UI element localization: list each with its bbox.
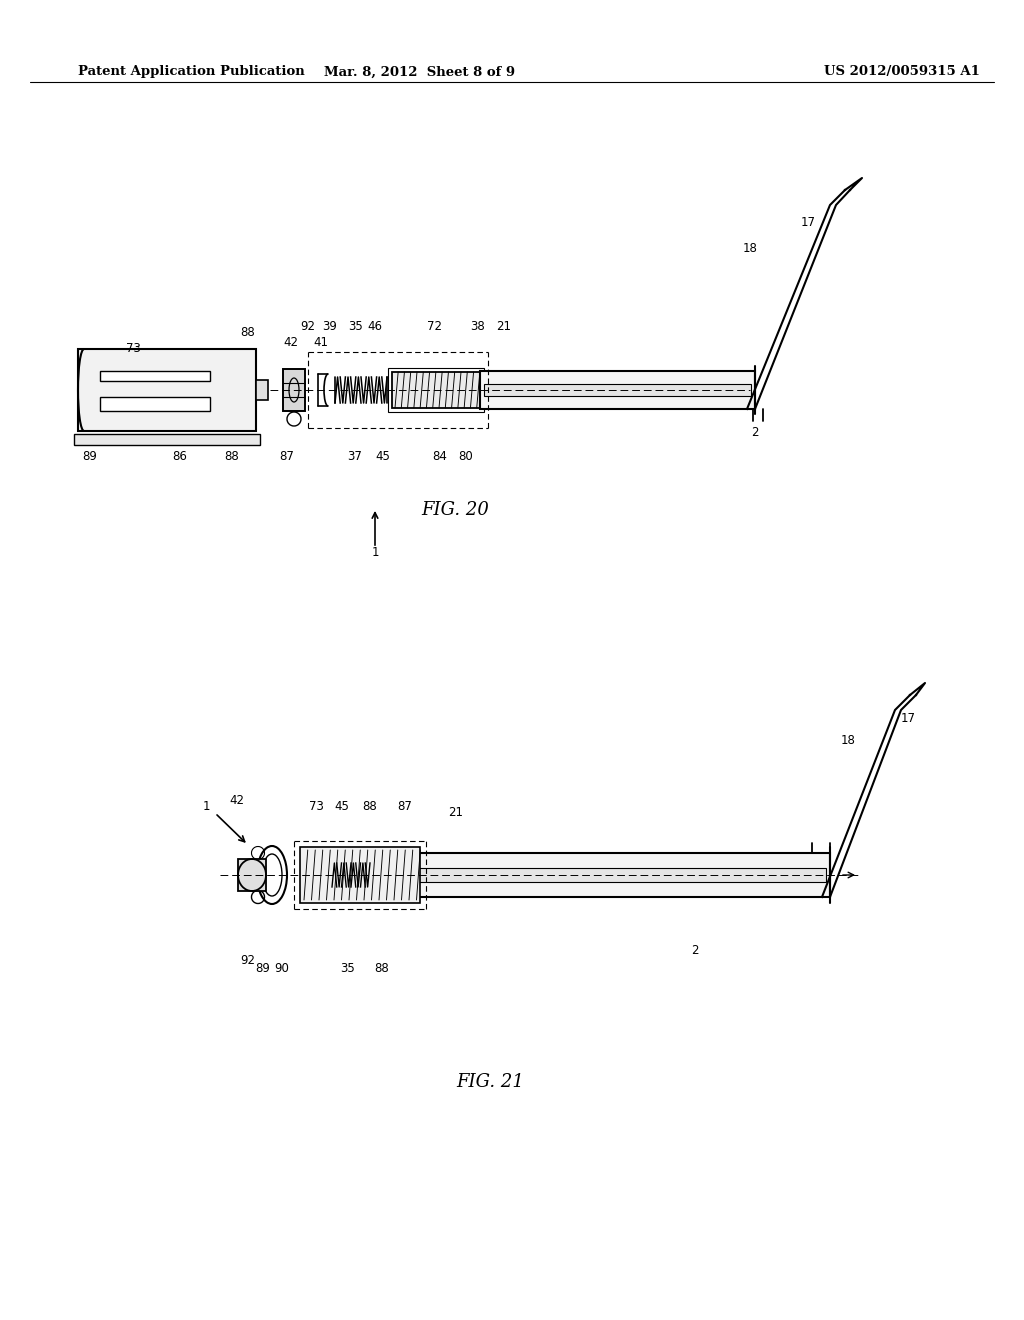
Bar <box>419 869 826 882</box>
Text: 39: 39 <box>323 321 338 334</box>
Bar <box>388 368 484 412</box>
Text: 88: 88 <box>224 450 240 462</box>
Bar <box>300 847 420 903</box>
Bar <box>480 371 755 409</box>
Bar <box>100 371 210 381</box>
Bar <box>78 348 256 432</box>
Text: 88: 88 <box>241 326 255 338</box>
Text: 84: 84 <box>432 450 447 462</box>
Text: 38: 38 <box>471 321 485 334</box>
Bar <box>484 384 751 396</box>
Text: 87: 87 <box>280 450 295 462</box>
Bar <box>238 859 266 891</box>
Text: 90: 90 <box>274 961 290 974</box>
Text: 88: 88 <box>362 800 378 813</box>
Text: 45: 45 <box>335 800 349 813</box>
Text: Patent Application Publication: Patent Application Publication <box>78 66 305 78</box>
Text: 41: 41 <box>313 335 329 348</box>
Text: 89: 89 <box>83 450 97 462</box>
Text: 17: 17 <box>900 711 915 725</box>
Text: 42: 42 <box>284 335 299 348</box>
Bar <box>283 370 305 411</box>
Text: 80: 80 <box>459 450 473 462</box>
Text: FIG. 20: FIG. 20 <box>421 502 488 519</box>
Text: 73: 73 <box>308 800 324 813</box>
Text: 89: 89 <box>256 961 270 974</box>
Text: 2: 2 <box>691 944 698 957</box>
Text: 37: 37 <box>347 450 362 462</box>
Text: 42: 42 <box>229 793 245 807</box>
Text: 35: 35 <box>341 961 355 974</box>
Text: 87: 87 <box>397 800 413 813</box>
Text: 46: 46 <box>368 321 383 334</box>
Text: 92: 92 <box>241 953 256 966</box>
Bar <box>74 434 260 445</box>
Text: 18: 18 <box>841 734 855 747</box>
Text: FIG. 21: FIG. 21 <box>456 1073 524 1092</box>
Text: 92: 92 <box>300 321 315 334</box>
Bar <box>100 397 210 411</box>
Text: 1: 1 <box>372 545 379 558</box>
Text: 72: 72 <box>427 321 441 334</box>
Text: 88: 88 <box>375 961 389 974</box>
Text: 21: 21 <box>449 805 464 818</box>
Text: 2: 2 <box>752 425 759 438</box>
Text: 18: 18 <box>742 242 758 255</box>
Text: 73: 73 <box>126 342 140 355</box>
Text: 35: 35 <box>348 321 364 334</box>
Text: 17: 17 <box>801 215 815 228</box>
Bar <box>392 372 480 408</box>
Text: US 2012/0059315 A1: US 2012/0059315 A1 <box>824 66 980 78</box>
Bar <box>256 380 268 400</box>
Text: 21: 21 <box>497 321 512 334</box>
Text: 45: 45 <box>376 450 390 462</box>
Text: 86: 86 <box>173 450 187 462</box>
Text: 1: 1 <box>203 800 210 813</box>
Text: Mar. 8, 2012  Sheet 8 of 9: Mar. 8, 2012 Sheet 8 of 9 <box>325 66 515 78</box>
Bar <box>415 853 830 898</box>
